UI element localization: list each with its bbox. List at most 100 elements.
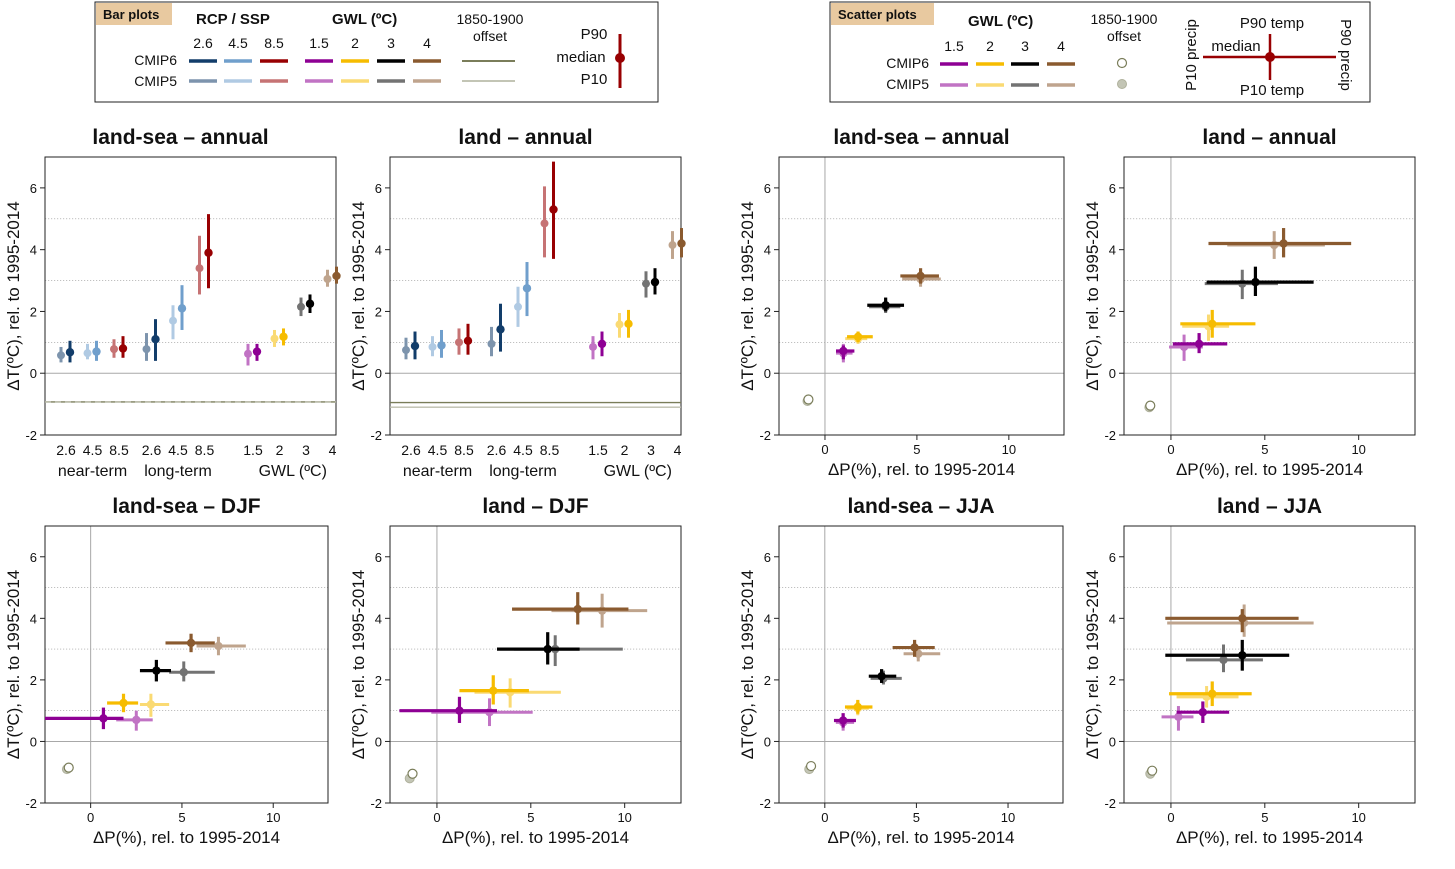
y-tick-label: 6 <box>764 181 771 196</box>
y-axis-label: ΔT(ºC), rel. to 1995-2014 <box>1083 201 1102 391</box>
legend-bar-rcp-item: 8.5 <box>264 35 284 51</box>
median-dot-cmip6 <box>118 344 128 353</box>
median-dot-cmip6 <box>597 339 607 349</box>
legend-bar-rcp-item: 2.6 <box>193 35 213 51</box>
median-dot-cmip5 <box>402 346 410 355</box>
y-tick-label: 0 <box>375 734 382 749</box>
y-tick-label: -2 <box>25 428 37 443</box>
median-dot-cmip5 <box>297 302 305 311</box>
median-dot-cmip5 <box>514 302 522 311</box>
x-category-label: 4.5 <box>168 442 188 458</box>
y-tick-label: 0 <box>1109 366 1116 381</box>
plot-frame <box>1123 525 1416 804</box>
y-tick-label: 2 <box>30 673 37 688</box>
legend-scatter-offset-cmip6 <box>1116 57 1128 69</box>
x-group-label: GWL (ºC) <box>259 463 327 480</box>
x-group-label: near-term <box>403 463 472 480</box>
legend-bar-p10: P10 <box>581 71 608 88</box>
x-category-label: 8.5 <box>195 442 215 458</box>
plot-frame <box>1123 156 1416 436</box>
y-axis-label: ΔT(ºC), rel. to 1995-2014 <box>1083 570 1102 760</box>
x-category-label: 1.5 <box>588 442 608 458</box>
y-axis-label: ΔT(ºC), rel. to 1995-2014 <box>349 570 368 760</box>
y-tick-label: 6 <box>30 550 37 565</box>
x-category-label: 8.5 <box>109 442 129 458</box>
y-tick-label: 4 <box>764 243 771 258</box>
x-category-label: 1.5 <box>243 442 263 458</box>
plot-frame <box>778 156 1065 436</box>
x-group-label: near-term <box>58 463 127 480</box>
y-tick-label: 6 <box>30 181 37 196</box>
median-dot-cmip5 <box>169 316 177 325</box>
cross-cmip6-median-dot <box>489 686 498 695</box>
x-tick-label: 10 <box>1002 442 1016 457</box>
chart-title: land – JJA <box>1217 495 1322 518</box>
y-tick-label: 2 <box>375 304 382 319</box>
x-group-label: GWL (ºC) <box>604 463 672 480</box>
y-tick-label: 2 <box>764 304 771 319</box>
x-tick-label: 5 <box>1261 442 1268 457</box>
y-tick-label: -2 <box>1104 796 1116 811</box>
cross-cmip6-median-dot <box>1194 339 1204 349</box>
legend-bar-box <box>94 1 659 103</box>
y-tick-label: 6 <box>375 550 382 565</box>
x-group-label: long-term <box>489 463 557 480</box>
median-dot-cmip5 <box>455 338 463 347</box>
legend-bar-p90: P90 <box>581 26 608 43</box>
cross-cmip6-median-dot <box>1238 614 1247 623</box>
chart-panel-7: land-sea – JJA -2 0 2 4 6 ΔT(ºC), rel. to 1995… <box>738 495 1064 847</box>
median-dot-cmip6 <box>437 341 446 350</box>
x-axis-label: ΔP(%), rel. to 1995-2014 <box>1176 828 1363 847</box>
x-category-label: 4.5 <box>428 442 448 458</box>
chart-title: land – annual <box>458 126 592 149</box>
x-axis-label: ΔP(%), rel. to 1995-2014 <box>828 460 1015 479</box>
median-dot-cmip6 <box>549 205 558 214</box>
x-tick-label: 10 <box>1351 442 1365 457</box>
legend-scatter-gwl-title: GWL (ºC) <box>968 13 1033 30</box>
median-dot-cmip5 <box>428 342 437 351</box>
cross-cmip6-median-dot <box>1279 239 1288 248</box>
cross-cmip6-median-dot <box>1238 651 1247 660</box>
cross-cmip6-median-dot <box>853 702 862 712</box>
plot-frame <box>778 525 1064 804</box>
median-dot-cmip6 <box>410 341 420 351</box>
median-dot-cmip6 <box>151 335 160 344</box>
x-category-label: 2 <box>621 442 629 458</box>
median-dot-cmip5 <box>110 345 118 354</box>
chart-title: land-sea – JJA <box>847 495 994 518</box>
chart-title: land – annual <box>1202 126 1336 149</box>
x-axis-label: ΔP(%), rel. to 1995-2014 <box>1176 460 1363 479</box>
y-tick-label: 0 <box>30 366 37 381</box>
x-category-label: 3 <box>647 442 655 458</box>
cross-cmip6-median-dot <box>1208 319 1217 328</box>
cross-cmip6-median-dot <box>1251 277 1260 287</box>
cross-cmip6-median-dot <box>910 643 919 652</box>
y-tick-label: 2 <box>30 304 37 319</box>
median-dot-cmip5 <box>83 349 92 358</box>
chart-panel-1: land-sea – annual -2 0 2 4 6 ΔT(ºC), rel. to 1… <box>4 126 341 480</box>
legend-scatter-offset-cmip5 <box>1117 79 1127 89</box>
cross-cmip6-median-dot <box>839 346 848 356</box>
offset-point-cmip6 <box>803 394 814 405</box>
x-axis-label: ΔP(%), rel. to 1995-2014 <box>442 828 629 847</box>
cross-cmip5-median-dot <box>1174 712 1183 722</box>
legend-scatter-row-cmip6: CMIP6 <box>886 55 929 71</box>
legend-bar-gwl-item: 2 <box>351 35 359 51</box>
cross-cmip6-median-dot <box>455 706 464 715</box>
legend-scatter-gwl-item: 2 <box>986 38 994 54</box>
x-group-label: long-term <box>144 463 212 480</box>
legend-scatter-gwl-item: 3 <box>1021 38 1029 54</box>
y-tick-label: 6 <box>1109 550 1116 565</box>
median-dot-cmip6 <box>252 347 262 356</box>
cross-cmip6-median-dot <box>99 714 108 723</box>
median-dot-cmip6 <box>522 284 532 293</box>
legend-bar-offset-title: offset <box>473 28 507 44</box>
legend-scatter-offset-title: 1850-1900 <box>1091 11 1158 27</box>
x-category-label: 2.6 <box>487 442 507 458</box>
x-tick-label: 0 <box>1167 810 1174 825</box>
median-dot-cmip6 <box>677 239 686 248</box>
chart-panel-3: land-sea – annual -2 0 2 4 6 ΔT(ºC), rel. to 1… <box>738 126 1065 479</box>
x-tick-label: 0 <box>433 810 440 825</box>
